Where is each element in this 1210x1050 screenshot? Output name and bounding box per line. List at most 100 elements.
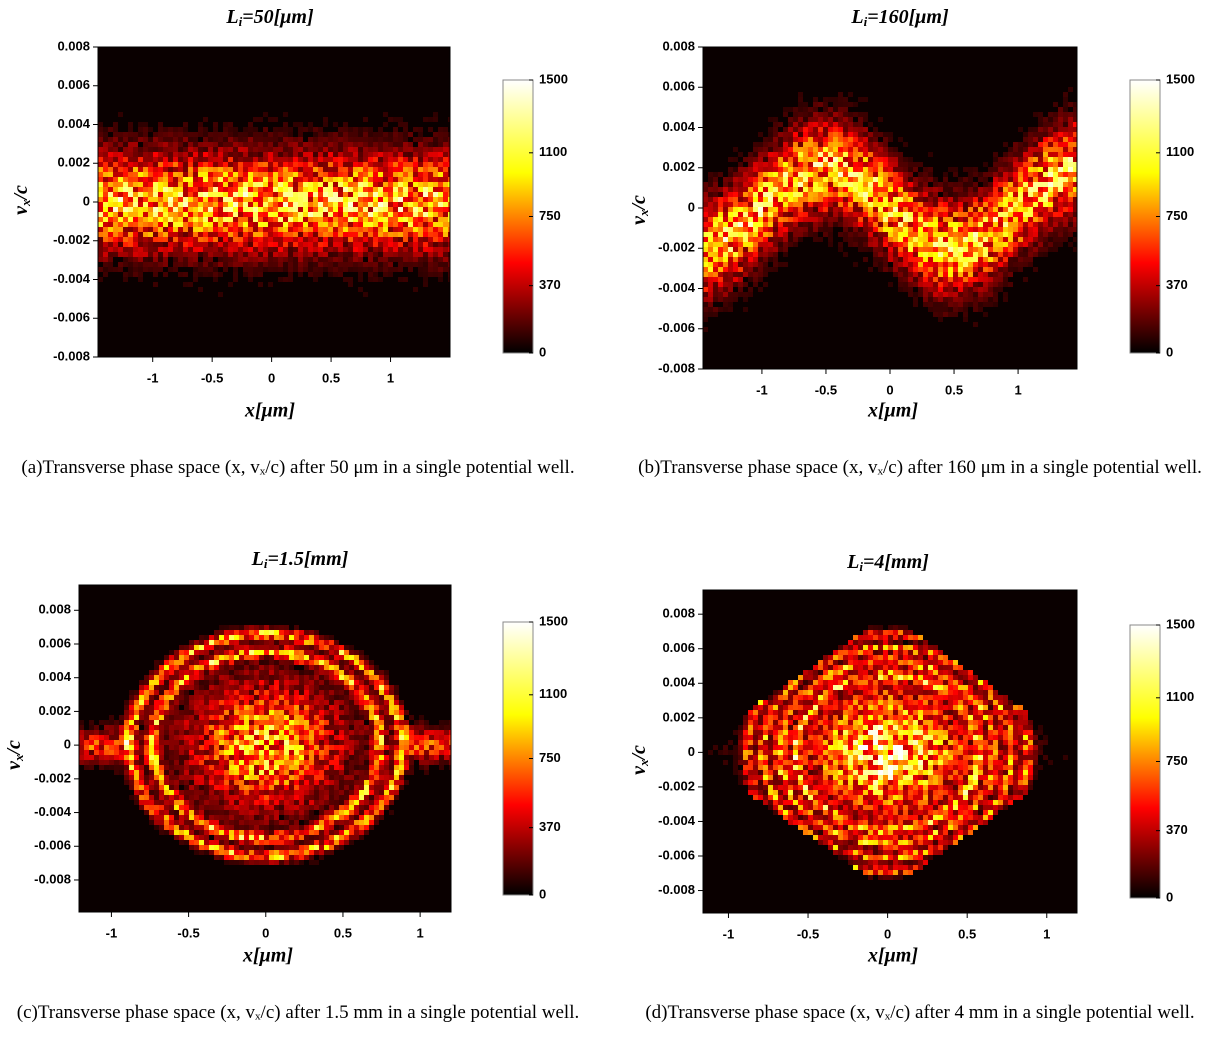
speckle (103, 237, 108, 242)
speckle (198, 147, 203, 152)
speckle (103, 252, 108, 257)
speckle (873, 212, 878, 217)
speckle (368, 222, 373, 227)
speckle (983, 177, 988, 182)
speckle (933, 262, 938, 267)
speckle (318, 262, 323, 267)
speckle (203, 217, 208, 222)
speckle (443, 227, 448, 232)
speckle (283, 177, 288, 182)
speckle (248, 272, 253, 277)
speckle (398, 197, 403, 202)
speckle (188, 247, 193, 252)
speckle (98, 232, 103, 237)
speckle (438, 252, 443, 257)
speckle (343, 222, 348, 227)
speckle (308, 177, 313, 182)
speckle (384, 695, 389, 700)
speckle (828, 192, 833, 197)
speckle (243, 252, 248, 257)
speckle (943, 232, 948, 237)
y-tick-label: -0.008 (53, 348, 90, 363)
speckle (123, 207, 128, 212)
speckle (418, 202, 423, 207)
speckle (183, 162, 188, 167)
speckle (373, 132, 378, 137)
speckle (1058, 227, 1063, 232)
speckle (1008, 182, 1013, 187)
speckle (978, 172, 983, 177)
speckle (274, 650, 279, 655)
speckle (793, 232, 798, 237)
speckle (1043, 122, 1048, 127)
speckle (928, 217, 933, 222)
speckle (334, 665, 339, 670)
speckle (758, 232, 763, 237)
speckle (1043, 142, 1048, 147)
speckle (718, 232, 723, 237)
speckle (298, 257, 303, 262)
x-tick-label: 0.5 (945, 382, 963, 397)
speckle (219, 675, 224, 680)
speckle (158, 217, 163, 222)
speckle (259, 645, 264, 650)
speckle (238, 217, 243, 222)
speckle (393, 237, 398, 242)
speckle (798, 202, 803, 207)
speckle (738, 172, 743, 177)
speckle (258, 157, 263, 162)
speckle (363, 127, 368, 132)
speckle (913, 177, 918, 182)
speckle (228, 182, 233, 187)
speckle (284, 685, 289, 690)
speckle (163, 142, 168, 147)
speckle (343, 142, 348, 147)
speckle (948, 287, 953, 292)
speckle (898, 207, 903, 212)
speckle (918, 257, 923, 262)
speckle (224, 670, 229, 675)
speckle (758, 157, 763, 162)
speckle (718, 307, 723, 312)
speckle (728, 247, 733, 252)
speckle (188, 252, 193, 257)
speckle (958, 232, 963, 237)
speckle (313, 202, 318, 207)
speckle (1043, 212, 1048, 217)
speckle (358, 262, 363, 267)
speckle (264, 665, 269, 670)
speckle (278, 207, 283, 212)
speckle (448, 167, 450, 172)
speckle (813, 162, 818, 167)
speckle (858, 222, 863, 227)
speckle (198, 252, 203, 257)
speckle (1043, 202, 1048, 207)
speckle (274, 675, 279, 680)
speckle (938, 277, 943, 282)
speckle (958, 267, 963, 272)
speckle (713, 192, 718, 197)
speckle (153, 172, 158, 177)
speckle (103, 157, 108, 162)
speckle (253, 222, 258, 227)
speckle (318, 202, 323, 207)
speckle (888, 242, 893, 247)
speckle (359, 650, 364, 655)
speckle (703, 287, 708, 292)
speckle (863, 192, 868, 197)
speckle (378, 127, 383, 132)
speckle (1013, 192, 1018, 197)
speckle (1018, 242, 1023, 247)
speckle (199, 660, 204, 665)
speckle (163, 152, 168, 157)
speckle (448, 222, 450, 227)
speckle (428, 127, 433, 132)
speckle (718, 267, 723, 272)
speckle (403, 237, 408, 242)
speckle (828, 137, 833, 142)
speckle (1048, 112, 1053, 117)
speckle (239, 630, 244, 635)
speckle (363, 187, 368, 192)
speckle (923, 217, 928, 222)
speckle (898, 267, 903, 272)
